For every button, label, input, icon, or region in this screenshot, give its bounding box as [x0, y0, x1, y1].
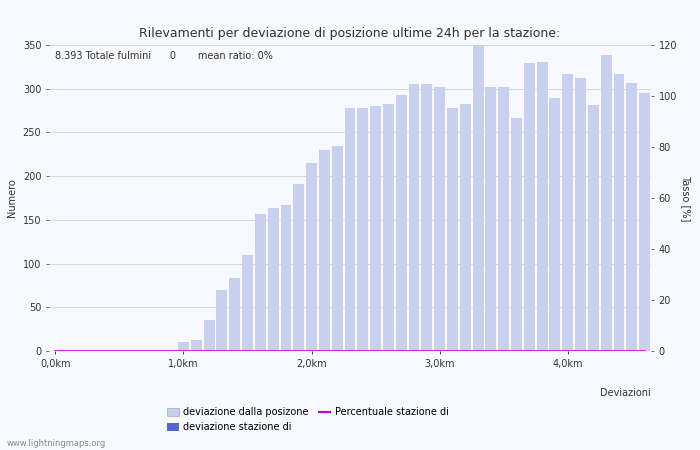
Bar [242, 255, 253, 351]
Bar [255, 214, 266, 351]
Legend: deviazione dalla posizone, deviazione stazione di, Percentuale stazione di: deviazione dalla posizone, deviazione st… [163, 404, 453, 436]
Bar [230, 279, 240, 351]
Bar [575, 78, 586, 351]
Bar [306, 163, 317, 351]
Y-axis label: Numero: Numero [7, 179, 18, 217]
Text: 8.393 Totale fulmini      0       mean ratio: 0%: 8.393 Totale fulmini 0 mean ratio: 0% [55, 51, 273, 61]
Bar [434, 87, 445, 351]
Bar [358, 108, 368, 351]
Bar [498, 87, 509, 351]
Bar [511, 117, 522, 351]
Bar [562, 74, 573, 351]
Bar [639, 93, 650, 351]
Bar [204, 320, 214, 351]
Bar [332, 145, 342, 351]
Bar [395, 95, 407, 351]
Bar [447, 108, 458, 351]
Bar [626, 83, 637, 351]
Bar [191, 340, 202, 351]
Bar [383, 104, 394, 351]
Bar [473, 45, 484, 351]
Bar [267, 207, 279, 351]
Bar [216, 290, 228, 351]
Y-axis label: Tasso [%]: Tasso [%] [681, 175, 691, 221]
Bar [293, 184, 304, 351]
Title: Rilevamenti per deviazione di posizione ultime 24h per la stazione:: Rilevamenti per deviazione di posizione … [139, 27, 561, 40]
Bar [370, 106, 381, 351]
Bar [281, 205, 291, 351]
Bar [550, 99, 561, 351]
Bar [524, 63, 535, 351]
Bar [601, 54, 612, 351]
Bar [409, 84, 419, 351]
Bar [421, 84, 433, 351]
Bar [613, 74, 624, 351]
Bar [588, 105, 598, 351]
Bar [537, 63, 547, 351]
Bar [319, 150, 330, 351]
Bar [460, 104, 470, 351]
Bar [344, 108, 356, 351]
Bar [178, 342, 189, 351]
Bar [486, 87, 496, 351]
Text: www.lightningmaps.org: www.lightningmaps.org [7, 439, 106, 448]
Text: Deviazioni: Deviazioni [601, 388, 651, 398]
